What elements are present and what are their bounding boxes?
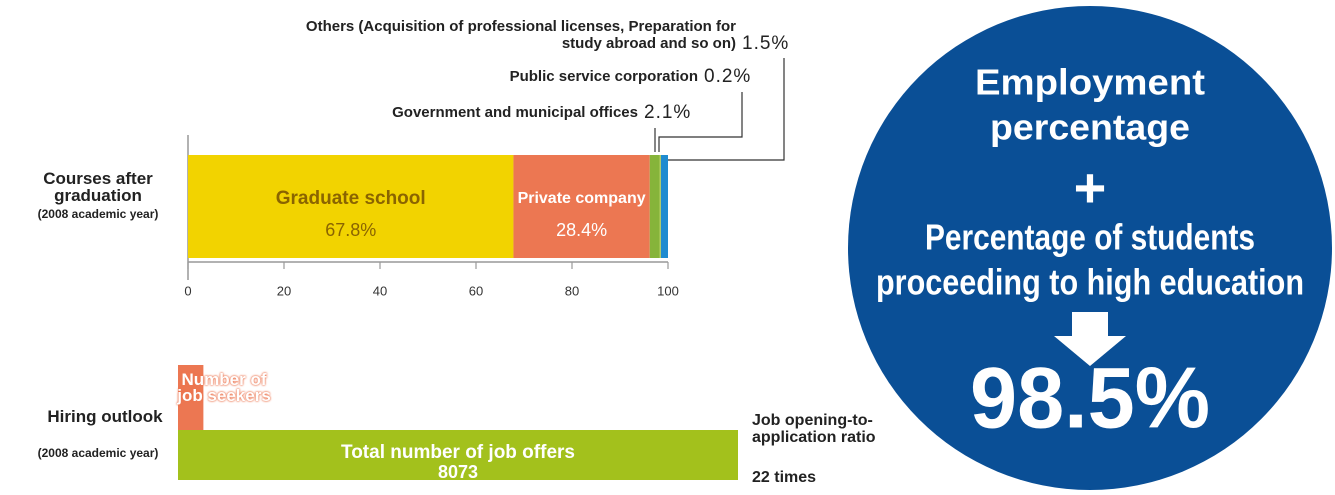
- bar-segment: [188, 155, 514, 258]
- value-label: 2.1%: [644, 102, 692, 123]
- chart-title: Courses after graduation: [43, 169, 153, 205]
- bar-segment: [660, 155, 668, 258]
- summary-text: percentage: [990, 107, 1190, 148]
- bar-segment: [513, 155, 650, 258]
- annotation: Job opening-to-application ratio: [752, 412, 876, 446]
- x-tick-label: 100: [657, 283, 679, 298]
- value-label: 28.4%: [556, 220, 607, 240]
- summary-text: Employment: [975, 62, 1205, 103]
- bar-segment: [649, 155, 660, 258]
- x-tick-label: 0: [184, 283, 191, 298]
- summary-result: 98.5%: [970, 351, 1210, 447]
- x-tick-label: 40: [373, 283, 387, 298]
- annotation-value: 22 times: [752, 469, 817, 486]
- x-tick-label: 20: [277, 283, 291, 298]
- chart-title: Hiring outlook: [47, 407, 163, 426]
- bar: [178, 365, 204, 430]
- segment-label: Public service corporation: [509, 68, 698, 85]
- chart-subtitle: (2008 academic year): [37, 207, 159, 221]
- down-arrow: [1054, 312, 1126, 366]
- leader-lines: [654, 58, 785, 161]
- value-label: 67.8%: [325, 220, 376, 240]
- bar-label: Total number of job offers: [341, 442, 575, 463]
- bar-segment: [659, 155, 661, 258]
- summary-circle: [848, 6, 1332, 490]
- summary-text: Percentage of students: [925, 217, 1255, 258]
- segment-label: Graduate school: [276, 188, 426, 209]
- leader-line: [658, 92, 743, 152]
- summary-operator: +: [1074, 156, 1107, 219]
- value-label: 8073: [437, 462, 479, 482]
- x-tick-label: 60: [469, 283, 483, 298]
- bar-label: Number of job seekers: [177, 370, 271, 405]
- segment-label: Private company: [518, 190, 646, 207]
- x-tick-label: 80: [565, 283, 579, 298]
- value-label: 1.5%: [742, 33, 790, 54]
- segment-label: Others (Acquisition of professional lice…: [305, 18, 736, 52]
- bar: [178, 430, 738, 480]
- value-label: 0.2%: [704, 66, 752, 87]
- chart-subtitle: (2008 academic year): [37, 446, 159, 460]
- leader-line: [666, 58, 785, 161]
- summary-text: proceeding to high education: [876, 262, 1304, 303]
- segment-label: Government and municipal offices: [392, 104, 638, 121]
- value-label: 366: [209, 409, 239, 428]
